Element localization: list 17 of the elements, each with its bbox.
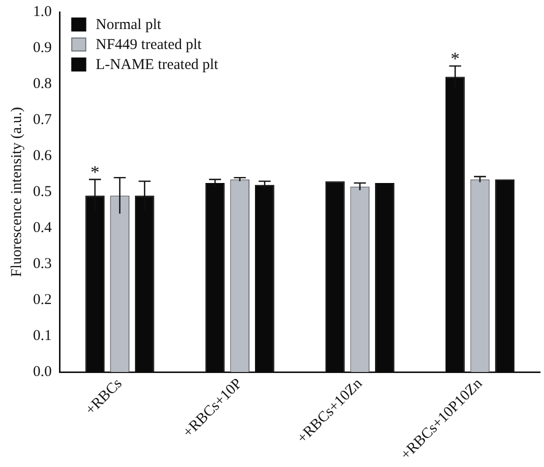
y-tick-label: 0.4 [33, 220, 52, 236]
legend-label: L-NAME treated plt [96, 56, 220, 73]
data-label: * [90, 162, 100, 182]
y-tick-label: 0.0 [33, 364, 52, 380]
y-tick-label: 0.5 [33, 184, 52, 200]
data-label: * [450, 48, 460, 69]
y-axis-title: Fluorescence intensity (a.u.) [8, 107, 25, 278]
y-tick-label: 0.7 [33, 112, 52, 128]
legend-label: NF449 treated plt [96, 36, 202, 53]
y-tick-label: 0.2 [33, 292, 52, 308]
y-tick-label: 0.6 [33, 148, 52, 164]
legend-label: Normal plt [96, 16, 162, 33]
y-tick-label: 0.8 [33, 76, 52, 92]
y-tick-label: 1.0 [33, 4, 52, 20]
y-tick-label: 0.3 [33, 256, 52, 272]
y-tick-label: 0.1 [33, 328, 52, 344]
y-tick-label: 0.9 [33, 40, 52, 56]
